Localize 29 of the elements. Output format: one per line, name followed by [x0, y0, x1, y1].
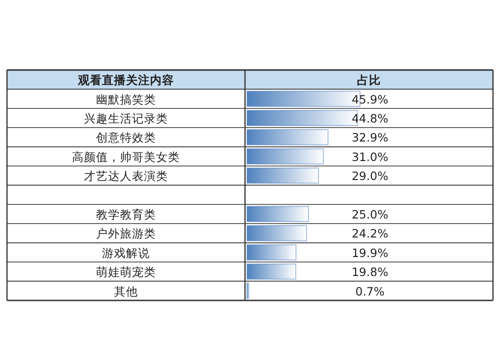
- y-tick-label: 其他: [114, 284, 138, 298]
- y-tick-label: 高颜值，帅哥美女类: [72, 150, 180, 164]
- data-label: 24.2%: [352, 226, 388, 241]
- x-axis-title: 占比: [357, 73, 381, 88]
- data-label: 31.0%: [352, 150, 388, 164]
- bar: [246, 244, 296, 260]
- y-axis-title: 观看直播关注内容: [77, 73, 174, 88]
- bar: [246, 129, 328, 146]
- data-label: 44.8%: [352, 112, 388, 126]
- y-tick-label: 创意特效类: [96, 130, 156, 145]
- bar: [246, 206, 309, 222]
- y-tick-label: 幽默搞笑类: [96, 92, 156, 106]
- data-label: 19.8%: [352, 265, 388, 280]
- y-tick-label: 户外旅游类: [96, 226, 156, 241]
- data-label: 45.9%: [352, 92, 388, 106]
- y-tick-label: 萌娃萌宠类: [96, 265, 156, 280]
- data-label: 29.0%: [352, 169, 388, 184]
- bar: [246, 168, 319, 184]
- bar: [246, 264, 296, 280]
- y-tick-label: 教学教育类: [96, 208, 156, 222]
- y-tick-label: 游戏解说: [102, 246, 150, 260]
- data-label: 25.0%: [352, 208, 388, 222]
- data-label: 32.9%: [352, 130, 388, 145]
- bar: [246, 225, 307, 242]
- data-label: 19.9%: [352, 246, 388, 260]
- y-tick-label: 兴趣生活记录类: [84, 112, 168, 126]
- y-tick-label: 才艺达人表演类: [84, 169, 168, 184]
- data-label: 0.7%: [355, 284, 385, 298]
- bar: [246, 148, 324, 164]
